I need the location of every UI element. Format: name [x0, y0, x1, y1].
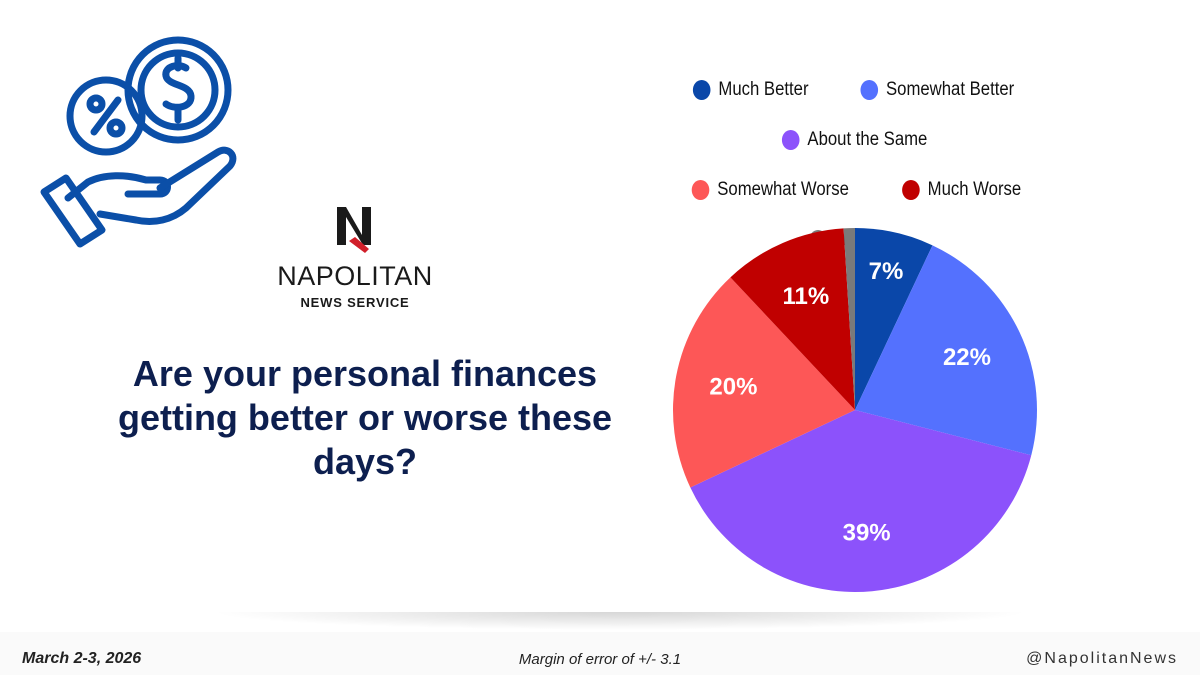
legend-label: Much Better — [718, 79, 809, 100]
legend-label: Somewhat Better — [886, 79, 1015, 100]
legend-item-somewhat-better: Somewhat Better — [860, 76, 1015, 104]
pie-slice-somewhat-better — [855, 245, 1037, 456]
logo-subtitle: NEWS SERVICE — [300, 295, 410, 310]
pie-slice-much-worse — [730, 228, 855, 410]
pie-slice-much-better — [855, 228, 933, 410]
pie-slice-about-the-same — [690, 410, 1032, 592]
footer-social-handle: @NapolitanNews — [1026, 650, 1178, 667]
pie-slice-not-sure — [843, 228, 855, 410]
legend-item-much-worse: Much Worse — [901, 176, 1021, 204]
question-title: Are your personal finances getting bette… — [117, 353, 613, 482]
napolitan-n-mark-icon — [337, 207, 371, 253]
legend-swatch — [692, 80, 711, 100]
pie-chart: 7% 22% 39% 20% 11% — [673, 228, 1037, 592]
legend-swatch — [782, 130, 800, 150]
legend-item-much-better: Much Better — [692, 76, 809, 104]
footer-bar — [0, 632, 1200, 675]
legend-label: About the Same — [807, 129, 928, 150]
legend-swatch — [691, 180, 710, 200]
slice-data-label: 7% — [869, 258, 904, 285]
hand-holding-coins-icon — [40, 36, 237, 248]
legend-label: Somewhat Worse — [717, 179, 849, 200]
logo-name: NAPOLITAN — [277, 261, 433, 291]
footer-date: March 2-3, 2026 — [22, 650, 142, 667]
footer-margin-of-error: Margin of error of +/- 3.1 — [518, 651, 682, 668]
legend-label: Much Worse — [927, 179, 1021, 200]
legend-item-somewhat-worse: Somewhat Worse — [691, 176, 849, 204]
legend-swatch — [901, 180, 920, 200]
slice-data-label: 20% — [709, 373, 757, 400]
pie-slice-somewhat-worse — [673, 277, 855, 488]
legend-swatch — [860, 80, 879, 100]
footer-shadow — [210, 612, 1030, 630]
legend-item-about-the-same: About the Same — [782, 126, 928, 154]
slice-data-label: 22% — [943, 344, 991, 371]
slice-data-label: 11% — [782, 283, 829, 310]
napolitan-logo: NAPOLITAN NEWS SERVICE — [270, 205, 440, 310]
slice-data-label: 39% — [843, 520, 891, 547]
